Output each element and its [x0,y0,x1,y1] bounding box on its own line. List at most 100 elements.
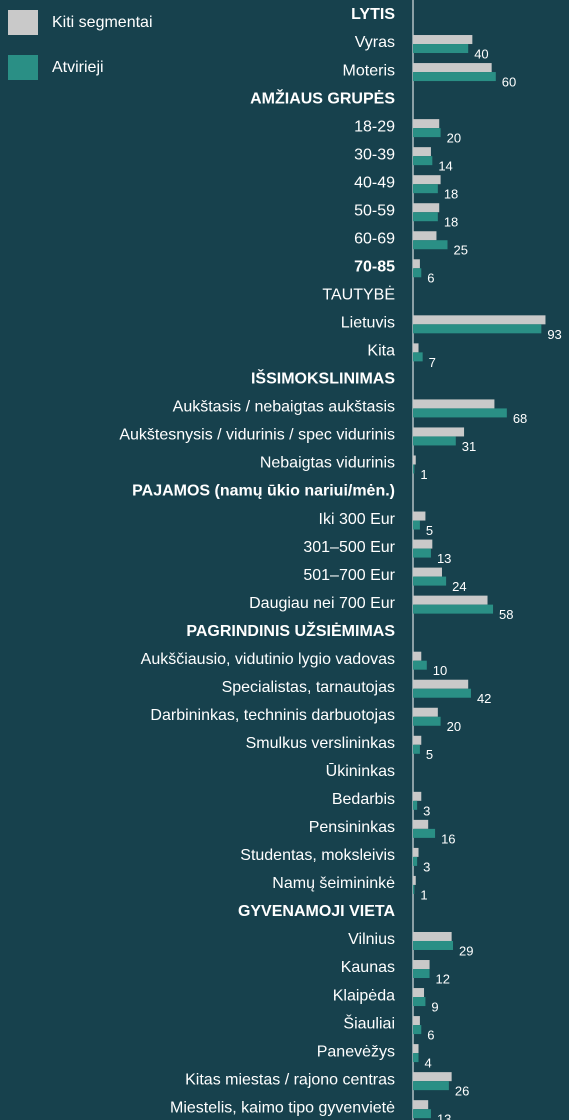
category-label: Lietuvis [341,315,395,332]
bar [413,408,507,418]
category-label: Kita [367,343,395,360]
bar [413,940,454,950]
bar [413,931,452,941]
bar [413,268,422,278]
bar [413,828,436,838]
legend-label: Atvirieji [52,59,104,76]
bar [413,324,542,334]
bar [413,119,440,129]
value-label: 3 [423,803,430,818]
value-label: 60 [502,74,516,89]
bar [413,716,441,726]
category-label: 501–700 Eur [303,567,395,584]
category-label: Studentas, moksleivis [240,847,395,864]
value-label: 40 [474,46,488,61]
bar [413,707,438,717]
category-label: 30-39 [354,146,395,163]
category-label: AMŽIAUS GRUPĖS [250,88,395,107]
bar [413,660,427,670]
bar [413,576,447,586]
value-label: 1 [420,887,427,902]
value-label: 6 [427,271,434,286]
bar [413,969,430,979]
bar [413,997,426,1007]
bar [413,72,496,82]
value-label: 18 [444,187,458,202]
bar [413,884,415,894]
bar [413,567,442,577]
category-label: Panevėžys [317,1043,395,1060]
bar [413,856,418,866]
category-label: Vyras [355,34,395,51]
category-label: 60-69 [354,230,395,247]
value-label: 12 [436,971,450,986]
category-label: Miestelis, kaimo tipo gyvenvietė [170,1099,395,1116]
category-label: Namų šeimininkė [272,875,395,892]
bar [413,1044,419,1054]
value-label: 10 [433,663,447,678]
value-label: 13 [437,1112,451,1120]
bar [413,1053,419,1063]
bar [413,315,546,325]
bar [413,800,418,810]
value-label: 42 [477,691,491,706]
category-label: TAUTYBĖ [322,285,395,304]
value-label: 5 [426,523,433,538]
bar [413,679,469,689]
category-label: Aukštasis / nebaigtas aukštasis [173,399,395,416]
bar [413,464,415,474]
category-label: 70-85 [354,258,395,275]
category-label: GYVENAMOJI VIETA [238,903,396,920]
bar [413,203,440,213]
category-label: IŠSIMOKSLINIMAS [251,369,395,388]
value-label: 13 [437,551,451,566]
category-label: Kaunas [341,959,395,976]
category-label: 50-59 [354,202,395,219]
value-label: 20 [447,719,461,734]
bar [413,240,448,250]
bar [413,1100,429,1110]
bar [413,1016,420,1026]
category-label: Šiauliai [343,1013,395,1032]
value-label: 1 [420,467,427,482]
bar [413,1081,449,1091]
bar [413,1109,431,1119]
bar [413,651,422,661]
bar [413,819,429,829]
value-label: 18 [444,215,458,230]
bar [413,128,441,138]
bar [413,35,473,45]
category-label: 40-49 [354,174,395,191]
value-label: 24 [452,579,466,594]
value-label: 20 [447,131,461,146]
bar [413,520,420,530]
bar [413,175,441,185]
value-label: 7 [429,355,436,370]
category-label: 18-29 [354,118,395,135]
bar [413,427,465,437]
category-label: PAJAMOS (namų ūkio nariui/mėn.) [132,483,395,500]
bar [413,1025,422,1035]
bar [413,231,437,241]
value-label: 6 [427,1028,434,1043]
bar [413,352,423,362]
legend-swatch [8,10,38,35]
bar [413,960,430,970]
bar [413,156,433,166]
bar [413,744,420,754]
category-label: Aukštesnysis / vidurinis / spec vidurini… [119,427,395,444]
value-label: 26 [455,1084,469,1099]
bar [413,44,469,54]
bar [413,455,416,465]
bar [413,147,431,157]
bar [413,988,425,998]
bar [413,604,494,614]
bar [413,548,431,558]
category-label: Klaipėda [333,987,395,1004]
value-label: 9 [431,999,438,1014]
bar [413,688,471,698]
category-label: Iki 300 Eur [319,511,396,528]
category-label: 301–500 Eur [303,539,395,556]
category-label: LYTIS [351,6,395,23]
value-label: 68 [513,411,527,426]
